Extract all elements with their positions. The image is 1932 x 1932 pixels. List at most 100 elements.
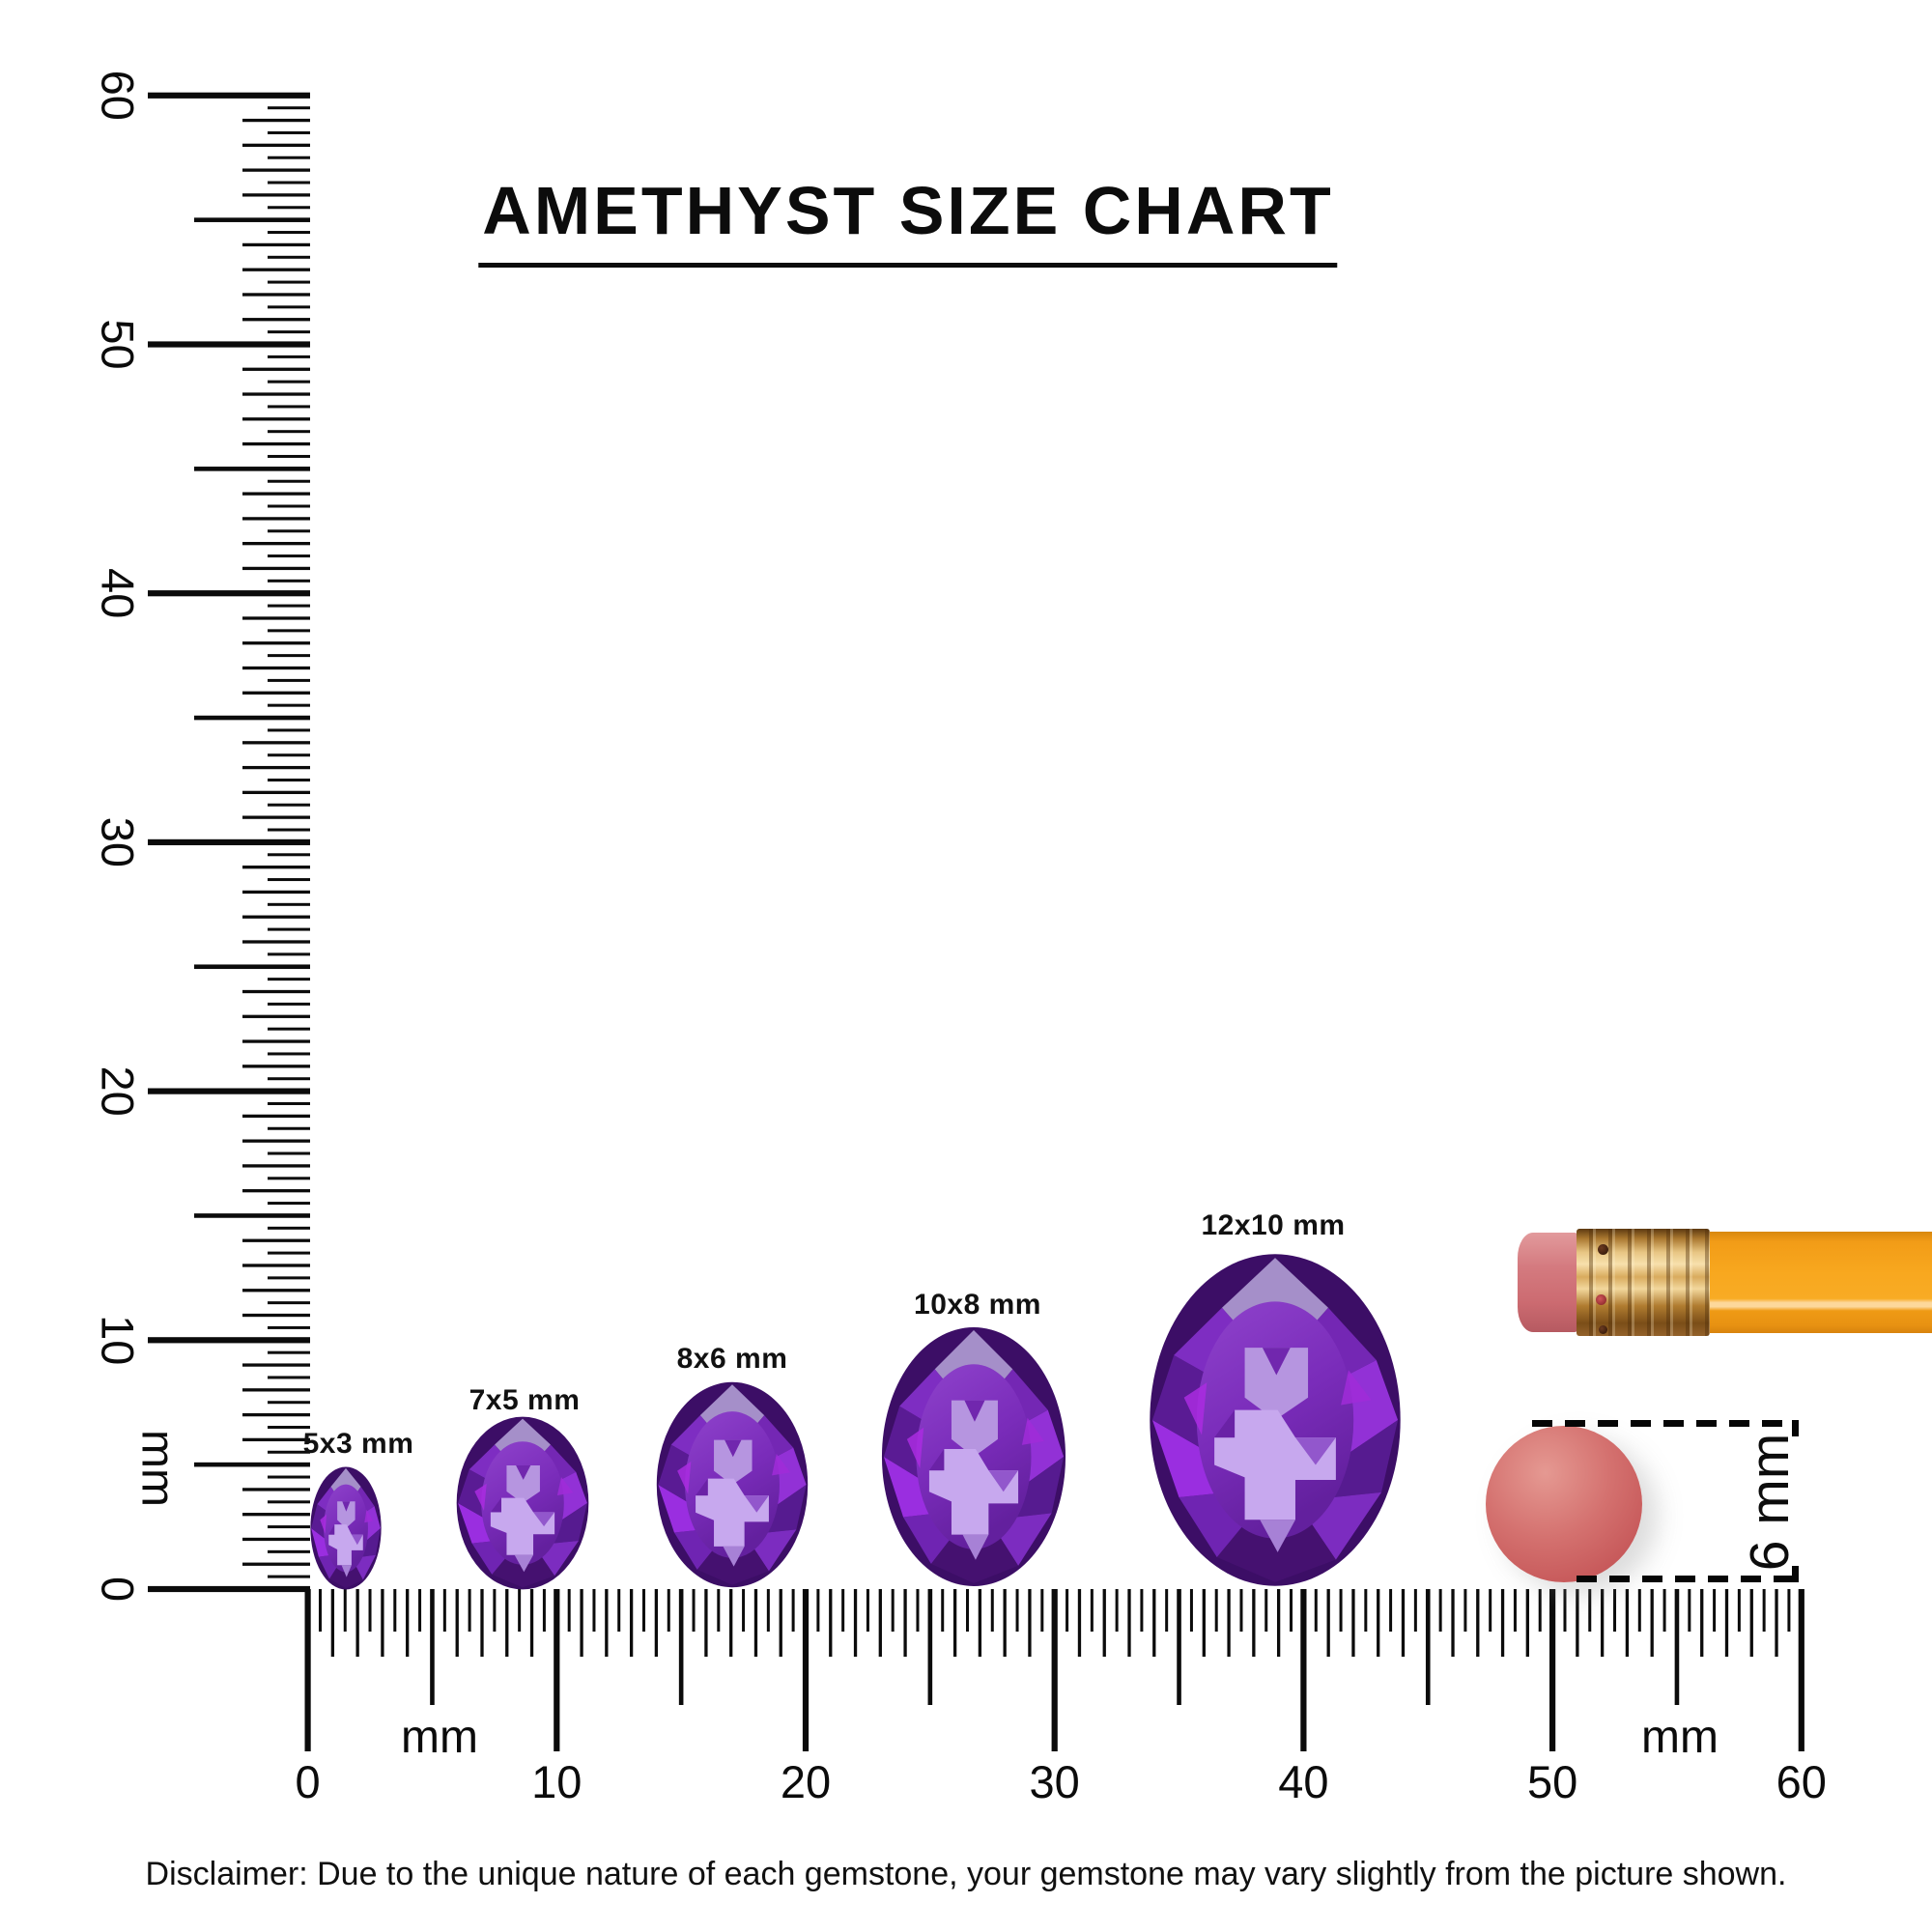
ruler-tick xyxy=(268,753,310,757)
ruler-tick xyxy=(1525,1589,1529,1657)
ruler-tick xyxy=(242,1114,310,1119)
ruler-tick xyxy=(268,1027,310,1031)
ruler-tick xyxy=(941,1589,945,1632)
gem-size-label: 5x3 mm xyxy=(302,1428,414,1460)
ruler-tick xyxy=(442,1589,446,1632)
horizontal-ruler-number: 20 xyxy=(781,1756,831,1807)
vertical-ruler-labels: 0 10 20 30 40 50 60 mm xyxy=(93,71,184,1602)
horizontal-ruler-unit: mm xyxy=(401,1712,478,1763)
ruler-tick xyxy=(1152,1589,1156,1657)
ruler-tick xyxy=(268,1425,310,1429)
ruler-tick xyxy=(1326,1589,1330,1657)
amethyst-gem-7x5mm xyxy=(456,1416,589,1590)
ruler-tick xyxy=(978,1589,982,1657)
ruler-tick xyxy=(242,1289,310,1293)
ruler-tick xyxy=(268,130,310,134)
ruler-tick xyxy=(268,629,310,633)
ruler-tick xyxy=(242,641,310,645)
ruler-tick xyxy=(1377,1589,1380,1657)
ruler-tick xyxy=(1040,1589,1044,1632)
ruler-tick xyxy=(268,728,310,732)
ruler-tick xyxy=(381,1589,384,1657)
ruler-tick xyxy=(242,915,310,919)
ruler-tick xyxy=(268,504,310,508)
ruler-tick xyxy=(430,1589,435,1705)
ruler-tick xyxy=(816,1589,820,1632)
horizontal-ruler-number: 60 xyxy=(1776,1756,1827,1807)
ruler-tick xyxy=(268,529,310,533)
ruler-tick xyxy=(753,1589,758,1657)
ruler-tick xyxy=(1538,1589,1542,1632)
ruler-tick xyxy=(242,1313,310,1318)
ruler-tick xyxy=(1090,1589,1094,1632)
ruler-tick xyxy=(148,1088,310,1094)
ruler-tick xyxy=(242,566,310,571)
ruler-tick xyxy=(268,1251,310,1255)
ruler-tick xyxy=(1351,1589,1355,1657)
ruler-tick xyxy=(242,492,310,496)
ruler-tick xyxy=(194,715,310,721)
ruler-tick xyxy=(268,156,310,159)
ruler-tick xyxy=(617,1589,621,1632)
ruler-tick xyxy=(148,590,310,597)
ruler-tick xyxy=(242,1189,310,1193)
ruler-tick xyxy=(1476,1589,1480,1657)
ruler-tick xyxy=(242,417,310,421)
ruler-tick xyxy=(1015,1589,1019,1632)
ruler-tick xyxy=(268,678,310,682)
ruler-tick xyxy=(1588,1589,1592,1632)
eraser-disc xyxy=(1486,1426,1642,1582)
horizontal-ruler xyxy=(304,1589,1804,1751)
ruler-tick xyxy=(742,1589,746,1632)
ruler-tick xyxy=(667,1589,670,1632)
ruler-tick xyxy=(268,1475,310,1479)
ruler-tick xyxy=(903,1589,907,1657)
ruler-tick xyxy=(242,1388,310,1392)
ruler-tick xyxy=(717,1589,721,1632)
ruler-tick xyxy=(802,1589,810,1751)
ruler-tick xyxy=(242,1264,310,1267)
ruler-tick xyxy=(1613,1589,1617,1632)
ruler-tick xyxy=(1787,1589,1791,1632)
ruler-tick xyxy=(242,765,310,770)
gem-size-label: 8x6 mm xyxy=(676,1343,788,1375)
ruler-tick xyxy=(194,964,310,970)
ruler-tick xyxy=(242,616,310,620)
ruler-tick xyxy=(1674,1589,1680,1705)
ruler-tick xyxy=(952,1589,957,1657)
ruler-tick xyxy=(268,927,310,931)
ruler-tick xyxy=(1239,1589,1243,1632)
vertical-ruler-unit: mm xyxy=(132,1430,184,1507)
ruler-tick xyxy=(1227,1589,1231,1657)
vertical-ruler-number: 10 xyxy=(93,1315,144,1365)
ruler-tick xyxy=(242,1164,310,1168)
gem-size-label: 10x8 mm xyxy=(914,1289,1041,1321)
pencil xyxy=(1518,1229,1932,1336)
ruler-tick xyxy=(1177,1589,1181,1705)
ruler-tick xyxy=(148,341,310,348)
ruler-tick xyxy=(268,405,310,409)
ruler-tick xyxy=(242,1437,310,1442)
dashed-line-end-tick xyxy=(1792,1566,1799,1582)
ruler-tick xyxy=(242,866,310,869)
ruler-tick xyxy=(148,838,310,845)
ruler-tick xyxy=(268,479,310,483)
ruler-tick xyxy=(1700,1589,1704,1657)
amethyst-gem-10x8mm xyxy=(881,1327,1066,1586)
pencil-body xyxy=(1710,1232,1932,1333)
ruler-tick xyxy=(1364,1589,1368,1632)
ruler-tick xyxy=(148,1585,310,1593)
ruler-tick xyxy=(916,1589,920,1632)
ruler-tick xyxy=(268,305,310,309)
ruler-tick xyxy=(567,1589,571,1632)
ruler-tick xyxy=(393,1589,397,1632)
ruler-tick xyxy=(505,1589,509,1657)
dashed-measure-line-top xyxy=(1532,1420,1799,1427)
ruler-tick xyxy=(148,92,310,99)
ruler-tick xyxy=(1724,1589,1729,1657)
horizontal-ruler-number: 10 xyxy=(531,1756,582,1807)
disclaimer-text: Disclaimer: Due to the unique nature of … xyxy=(145,1856,1787,1892)
ruler-tick xyxy=(242,940,310,944)
ruler-tick xyxy=(268,978,310,981)
